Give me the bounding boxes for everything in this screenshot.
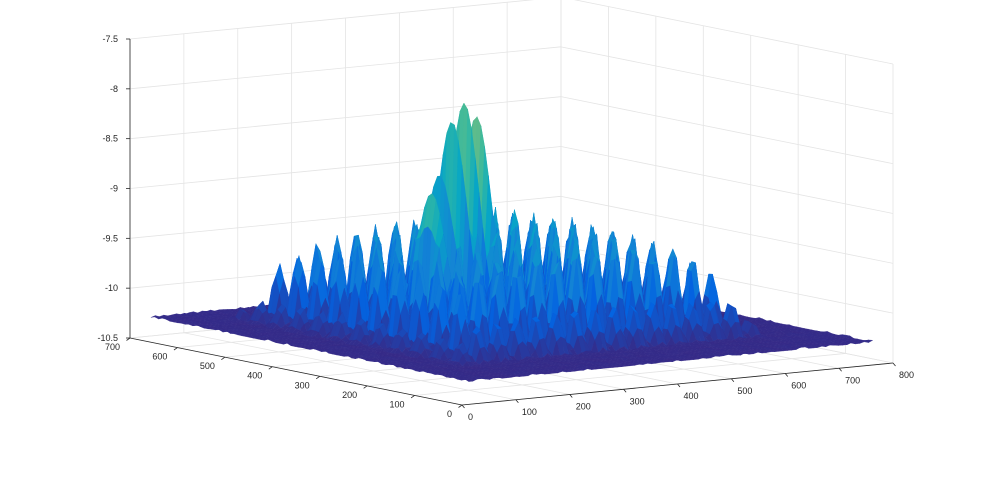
y-tick bbox=[173, 347, 178, 351]
x-tick bbox=[461, 404, 465, 409]
axes-layer bbox=[126, 38, 896, 409]
x-tick bbox=[515, 399, 519, 404]
y-tick bbox=[126, 337, 131, 341]
y-tick bbox=[315, 375, 320, 380]
x-tick bbox=[784, 373, 789, 377]
y-tick bbox=[268, 366, 273, 370]
x-tick bbox=[731, 378, 735, 383]
x-tick bbox=[838, 367, 842, 372]
y-tick bbox=[410, 395, 415, 399]
wall-grid-z bbox=[129, 96, 562, 140]
y-axis-line bbox=[129, 337, 463, 406]
wall-grid-z2 bbox=[560, 46, 894, 115]
y-tick bbox=[458, 404, 463, 408]
wall-grid-z bbox=[129, 0, 535, 40]
x-tick bbox=[623, 388, 627, 393]
wall-grid-z2 bbox=[560, 96, 894, 165]
y-tick bbox=[363, 385, 368, 389]
x-tick bbox=[892, 362, 896, 367]
wall-grid-z bbox=[129, 146, 562, 189]
wall-grid-z bbox=[129, 46, 562, 90]
wall-grid-z2 bbox=[573, 0, 894, 65]
floor-grid-y bbox=[414, 353, 846, 396]
y-tick bbox=[221, 356, 226, 360]
wall-grid-z2 bbox=[560, 195, 894, 264]
surface-layer bbox=[150, 102, 874, 382]
x-tick bbox=[569, 394, 573, 398]
wall-grid-z2 bbox=[560, 146, 894, 214]
x-tick bbox=[677, 383, 681, 388]
floor-grid-x bbox=[183, 332, 516, 401]
